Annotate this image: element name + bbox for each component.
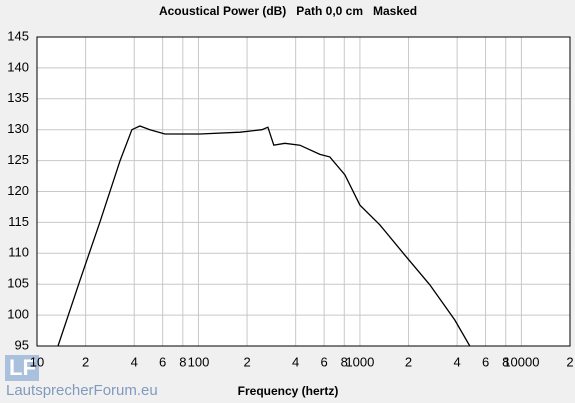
- x-tick-label: 4: [131, 354, 138, 369]
- y-tick-label: 145: [7, 28, 29, 43]
- data-line: [57, 125, 471, 346]
- y-tick-label: 105: [7, 276, 29, 291]
- x-tick-label: 4: [292, 354, 299, 369]
- y-tick-label: 100: [7, 307, 29, 322]
- x-tick-label: 2: [82, 354, 89, 369]
- x-tick-label: 10: [30, 354, 44, 369]
- x-tick-label: 6: [159, 354, 166, 369]
- plot-border: [36, 36, 571, 347]
- logo: LF LautsprecherForum.eu: [5, 355, 158, 399]
- x-tick-label: 8: [502, 354, 509, 369]
- x-axis-label: Frequency (hertz): [238, 384, 339, 398]
- x-tick-label: 6: [320, 354, 327, 369]
- x-tick-label: 8: [341, 354, 348, 369]
- x-tick-label: 8: [179, 354, 186, 369]
- y-tick-label: 135: [7, 90, 29, 105]
- x-tick-label: 2: [243, 354, 250, 369]
- y-tick-label: 125: [7, 152, 29, 167]
- y-tick-label: 120: [7, 183, 29, 198]
- x-tick-label: 1000: [345, 354, 374, 369]
- chart-title: Acoustical Power (dB) Path 0,0 cm Masked: [159, 4, 417, 18]
- x-tick-label: 10000: [503, 354, 539, 369]
- x-tick-label: 6: [482, 354, 489, 369]
- x-tick-label: 2: [566, 354, 573, 369]
- watermark: LautsprecherForum.eu: [6, 382, 158, 399]
- logo-icon: [5, 355, 39, 381]
- y-tick-label: 110: [8, 245, 29, 260]
- x-tick-label: 4: [454, 354, 461, 369]
- x-tick-label: 100: [188, 354, 210, 369]
- y-tick-label: 130: [7, 121, 29, 136]
- y-tick-label: 115: [8, 214, 29, 229]
- y-tick-label: 140: [7, 59, 29, 74]
- y-tick-label: 95: [15, 337, 29, 352]
- logo-letters: LF: [9, 355, 36, 380]
- x-tick-label: 2: [405, 354, 412, 369]
